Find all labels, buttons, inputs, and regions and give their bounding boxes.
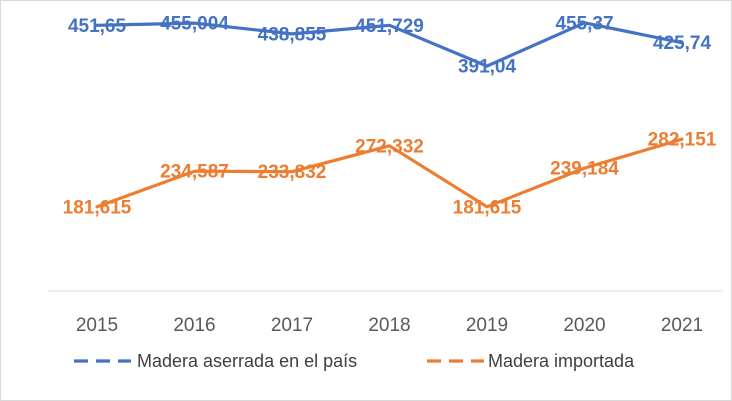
legend-item-1: Madera aserrada en el país (74, 351, 357, 371)
data-label: 425,74 (653, 33, 712, 54)
data-label: 272,332 (355, 136, 424, 157)
x-tick-label: 2015 (76, 315, 118, 336)
series-line-1 (95, 21, 684, 68)
x-tick-label: 2021 (661, 315, 703, 336)
legend-label: Madera aserrada en el país (137, 351, 357, 371)
x-tick-label: 2016 (173, 315, 215, 336)
x-tick-label: 2019 (466, 315, 508, 336)
x-tick-label: 2020 (563, 315, 605, 336)
data-label: 455,37 (555, 13, 613, 34)
legend-label: Madera importada (488, 351, 635, 371)
data-label: 181,615 (63, 197, 132, 218)
legend-item-2: Madera importada (427, 351, 635, 371)
series-layer (95, 21, 684, 209)
data-label: 391,04 (458, 57, 517, 78)
data-label: 451,65 (68, 16, 127, 37)
legend: Madera aserrada en el país Madera importa… (74, 351, 635, 371)
x-tick-label: 2018 (368, 315, 410, 336)
x-tick-labels: 2015 2016 2017 2018 2019 2020 2021 (76, 315, 703, 336)
data-label: 451,729 (355, 16, 424, 37)
data-label: 455,004 (160, 14, 229, 35)
data-label: 181,615 (453, 197, 522, 218)
series-line-2 (95, 137, 684, 209)
data-label: 438,855 (258, 24, 327, 45)
data-label: 233,832 (258, 162, 327, 183)
data-label: 282,151 (648, 130, 717, 151)
data-label: 234,587 (160, 162, 229, 183)
data-labels-layer: 451,65 455,004 438,855 451,729 391,04 455,37 4… (63, 13, 717, 218)
x-tick-label: 2017 (271, 315, 313, 336)
data-label: 239,184 (550, 159, 619, 180)
